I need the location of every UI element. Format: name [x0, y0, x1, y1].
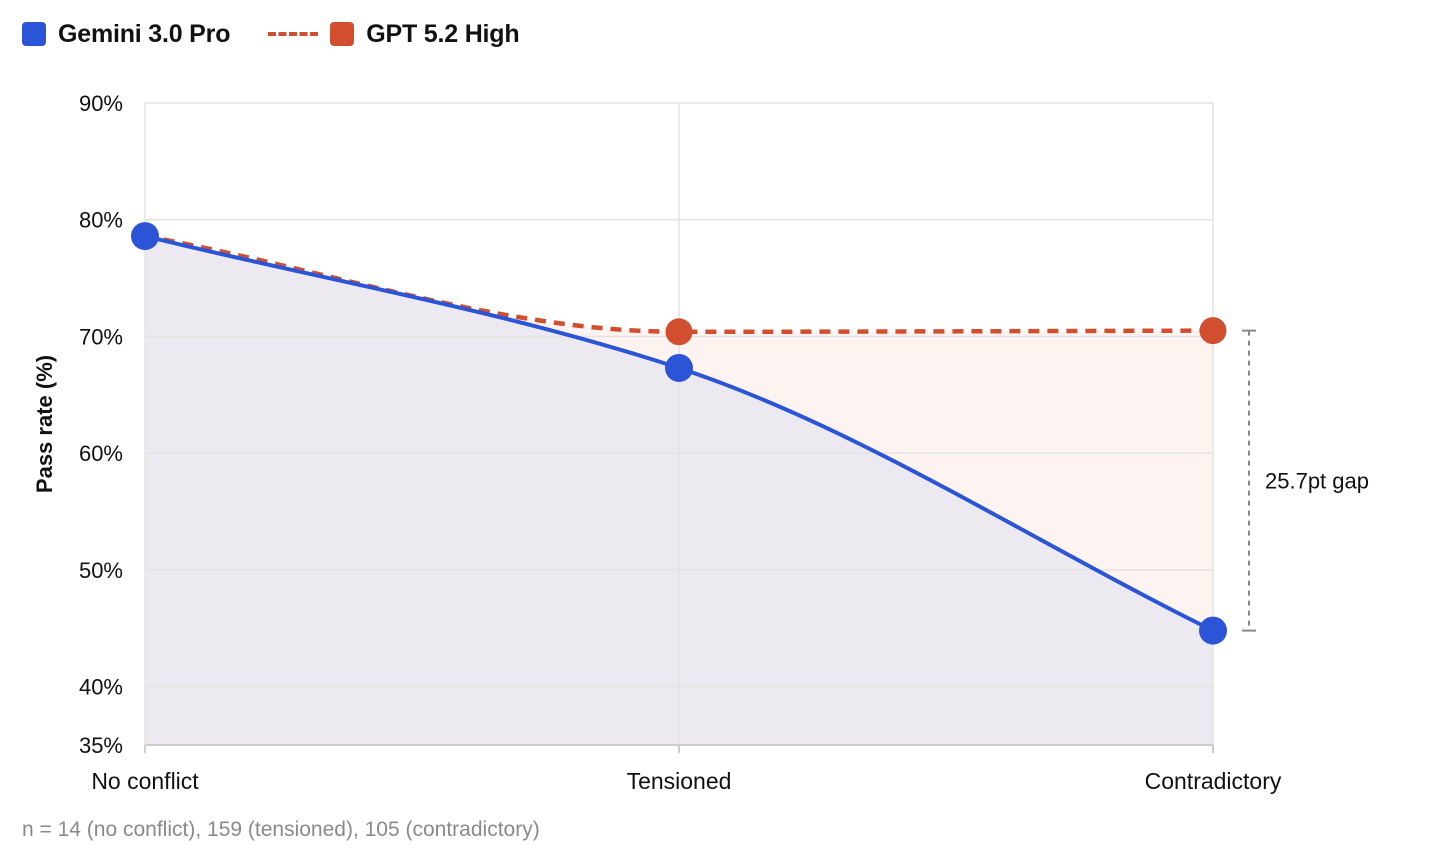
legend-label-gemini: Gemini 3.0 Pro [58, 19, 231, 48]
point-gemini-1 [665, 353, 693, 382]
legend-swatch-gemini [22, 22, 46, 46]
x-tick-label-1: Tensioned [627, 768, 732, 794]
legend-item-gpt[interactable]: GPT 5.2 High [268, 19, 520, 49]
x-tick-label-0: No conflict [91, 768, 199, 794]
y-tick-label: 70% [79, 324, 123, 349]
legend-swatch-gpt [330, 22, 355, 46]
point-gpt-2 [1199, 317, 1227, 345]
y-tick-label: 35% [79, 733, 123, 758]
y-tick-label: 80% [79, 208, 123, 233]
y-tick-label: 50% [79, 558, 123, 583]
chart-legend: Gemini 3.0 Pro GPT 5.2 High [22, 18, 557, 50]
y-axis-label: Pass rate (%) [32, 355, 57, 493]
point-gemini-0 [131, 222, 159, 251]
legend-item-gemini[interactable]: Gemini 3.0 Pro [22, 20, 230, 49]
point-gpt-1 [665, 318, 693, 346]
gap-annotation-label: 25.7pt gap [1265, 469, 1369, 494]
gap-fill-area [145, 236, 1213, 631]
sample-size-footnote: n = 14 (no conflict), 159 (tensioned), 1… [22, 818, 540, 841]
y-tick-label: 60% [79, 441, 123, 466]
x-tick-label-2: Contradictory [1145, 768, 1282, 794]
y-tick-label: 40% [79, 675, 123, 700]
y-tick-label: 90% [79, 91, 123, 116]
gap-annotation: 25.7pt gap [1242, 329, 1369, 632]
legend-label-gpt: GPT 5.2 High [366, 19, 520, 48]
point-gemini-2 [1199, 616, 1227, 645]
legend-dash-gpt [268, 32, 319, 36]
